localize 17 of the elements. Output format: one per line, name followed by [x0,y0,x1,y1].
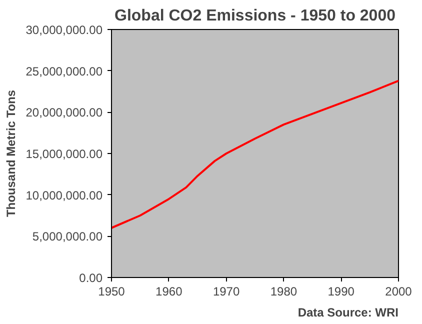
y-axis-title: Thousand Metric Tons [4,90,18,218]
x-tick-label: 1950 [98,284,126,298]
x-tick-label: 1970 [212,284,240,298]
y-tick-label: 25,000,000.00 [26,64,103,78]
source-note: Data Source: WRI [298,306,399,320]
x-tick-label: 1990 [328,284,355,298]
y-tick-label: 15,000,000.00 [26,147,103,161]
y-tick-label: 20,000,000.00 [26,106,103,120]
x-tick-label: 2000 [385,284,412,298]
y-tick-label: 0.00 [79,271,103,285]
y-tick-label: 30,000,000.00 [26,23,103,37]
x-tick-label: 1980 [270,284,298,298]
chart-title: Global CO2 Emissions - 1950 to 2000 [114,8,396,24]
y-tick-label: 5,000,000.00 [32,230,103,244]
line-series [112,80,398,229]
x-tick-label: 1960 [156,284,183,298]
y-tick-label: 10,000,000.00 [26,188,103,202]
